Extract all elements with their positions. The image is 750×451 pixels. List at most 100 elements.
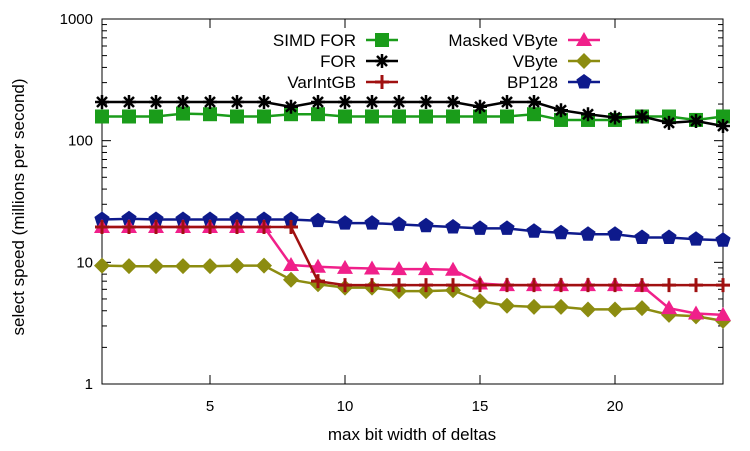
y-tick-label: 100	[68, 133, 93, 150]
data-point-varintgb	[149, 220, 163, 235]
data-point-varintgb	[419, 278, 433, 293]
data-point-vbyte	[94, 257, 110, 274]
x-tick-label: 20	[607, 398, 624, 415]
data-point-simd-for	[122, 109, 136, 124]
data-point-varintgb	[608, 278, 622, 293]
legend-marker-varintgb	[375, 75, 389, 89]
legend-label-vbyte: VByte	[513, 52, 558, 71]
data-point-for	[95, 94, 109, 109]
data-point-simd-for	[95, 109, 109, 124]
data-point-simd-for	[446, 109, 460, 124]
data-point-vbyte	[580, 301, 596, 318]
data-point-bp128	[418, 217, 434, 233]
data-point-bp128	[256, 211, 272, 226]
data-point-vbyte	[607, 301, 623, 318]
data-point-masked-vbyte	[445, 261, 461, 276]
data-point-for	[257, 94, 271, 109]
data-point-for	[635, 109, 649, 124]
data-point-varintgb	[689, 278, 703, 293]
data-point-masked-vbyte	[364, 260, 380, 275]
data-point-for	[149, 94, 163, 109]
data-point-varintgb	[284, 220, 298, 235]
y-axis-title: select speed (millions per second)	[9, 78, 28, 335]
data-point-bp128	[607, 226, 623, 241]
y-tick-label: 1	[85, 376, 93, 393]
data-point-vbyte	[202, 258, 218, 275]
data-point-for	[554, 103, 568, 118]
data-point-bp128	[634, 229, 650, 244]
data-point-masked-vbyte	[283, 257, 299, 272]
data-point-simd-for	[419, 109, 433, 124]
data-point-for	[419, 94, 433, 109]
data-point-bp128	[499, 220, 515, 235]
data-point-for	[473, 99, 487, 114]
x-tick-label: 10	[337, 398, 354, 415]
data-point-varintgb	[122, 220, 136, 235]
data-point-varintgb	[230, 220, 244, 235]
data-point-for	[716, 118, 730, 133]
series-line-masked-vbyte	[102, 225, 724, 317]
data-point-bp128	[553, 224, 569, 240]
x-tick-label: 5	[206, 398, 214, 415]
data-point-for	[527, 94, 541, 109]
data-point-bp128	[175, 211, 191, 226]
data-point-for	[500, 94, 514, 109]
data-point-simd-for	[203, 107, 217, 122]
data-point-bp128	[472, 220, 488, 235]
data-point-vbyte	[526, 298, 542, 315]
data-point-simd-for	[716, 109, 730, 124]
data-point-for	[662, 115, 676, 130]
data-point-bp128	[526, 223, 542, 238]
data-point-for	[284, 99, 298, 114]
data-point-for	[365, 94, 379, 109]
data-point-for	[608, 110, 622, 125]
y-tick-label: 10	[76, 254, 93, 271]
data-point-bp128	[580, 226, 596, 241]
x-axis-title: max bit width of deltas	[328, 425, 496, 444]
data-point-varintgb	[473, 278, 487, 293]
data-point-vbyte	[283, 271, 299, 288]
data-point-vbyte	[175, 258, 191, 275]
data-point-vbyte	[553, 298, 569, 315]
data-point-bp128	[202, 211, 218, 226]
data-point-for	[689, 114, 703, 129]
series-line-bp128	[101, 217, 724, 242]
data-point-bp128	[94, 211, 110, 226]
plot-frame	[101, 18, 724, 385]
data-point-for	[338, 94, 352, 109]
data-point-varintgb	[635, 278, 649, 293]
data-point-bp128	[445, 219, 461, 234]
data-point-varintgb	[446, 278, 460, 293]
data-point-varintgb	[95, 220, 109, 235]
data-point-bp128	[391, 216, 407, 231]
data-point-varintgb	[338, 278, 352, 293]
data-point-for	[311, 94, 325, 109]
data-point-simd-for	[392, 109, 406, 124]
data-point-varintgb	[554, 278, 568, 293]
data-point-masked-vbyte	[418, 261, 434, 276]
data-point-vbyte	[229, 257, 245, 274]
data-point-bp128	[715, 232, 731, 247]
data-point-for	[581, 107, 595, 122]
legend-marker-for	[375, 54, 389, 68]
data-point-vbyte	[256, 257, 272, 274]
data-point-simd-for	[149, 109, 163, 124]
data-point-vbyte	[499, 297, 515, 314]
data-point-masked-vbyte	[688, 305, 704, 320]
data-point-simd-for	[500, 109, 514, 124]
data-point-bp128	[283, 211, 299, 226]
series-line-vbyte	[101, 264, 724, 323]
data-point-bp128	[229, 211, 245, 226]
plot-area: 1 10 100 1000 5 10 15 20	[60, 11, 731, 415]
data-point-varintgb	[392, 278, 406, 293]
data-point-simd-for	[473, 109, 487, 124]
data-point-for	[176, 94, 190, 109]
legend-marker-simd-for	[375, 33, 389, 47]
legend-marker-masked-vbyte	[576, 32, 592, 46]
data-point-simd-for	[176, 106, 190, 121]
legend-label-simd-for: SIMD FOR	[273, 31, 356, 50]
data-point-vbyte	[472, 293, 488, 310]
data-point-bp128	[364, 215, 380, 230]
data-point-masked-vbyte	[337, 259, 353, 274]
